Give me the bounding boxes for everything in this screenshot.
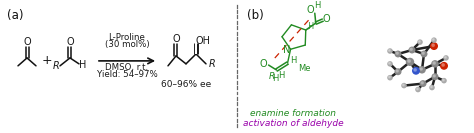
- Circle shape: [422, 52, 424, 54]
- Circle shape: [420, 68, 422, 70]
- Text: (30 mol%): (30 mol%): [105, 40, 149, 49]
- Text: H: H: [273, 74, 279, 83]
- Circle shape: [410, 48, 412, 50]
- Circle shape: [414, 69, 416, 71]
- Text: DMSO, r.t.: DMSO, r.t.: [105, 63, 148, 72]
- Circle shape: [442, 64, 445, 66]
- Text: +: +: [42, 54, 52, 67]
- Text: O: O: [260, 59, 267, 69]
- Circle shape: [409, 47, 416, 53]
- Circle shape: [415, 87, 421, 92]
- Text: R: R: [268, 72, 274, 81]
- Text: O: O: [307, 5, 315, 15]
- Text: R: R: [209, 59, 215, 69]
- Circle shape: [443, 55, 449, 61]
- Circle shape: [418, 66, 426, 74]
- Circle shape: [417, 39, 423, 45]
- Circle shape: [421, 82, 423, 84]
- Circle shape: [417, 88, 418, 90]
- Circle shape: [429, 85, 435, 90]
- Circle shape: [445, 56, 447, 58]
- Circle shape: [430, 86, 432, 88]
- Circle shape: [389, 49, 390, 51]
- Circle shape: [402, 84, 404, 86]
- Text: O: O: [66, 37, 74, 47]
- Circle shape: [431, 60, 439, 68]
- Text: 60–96% ee: 60–96% ee: [161, 80, 211, 89]
- Text: (b): (b): [247, 9, 264, 22]
- Circle shape: [419, 41, 420, 42]
- Circle shape: [431, 73, 438, 80]
- Circle shape: [443, 79, 444, 81]
- Circle shape: [387, 48, 393, 54]
- Circle shape: [420, 51, 428, 57]
- Circle shape: [432, 39, 434, 40]
- Text: enamine formation: enamine formation: [250, 109, 336, 118]
- Text: activation of aldehyde: activation of aldehyde: [243, 119, 343, 128]
- Text: L-Proline: L-Proline: [109, 33, 146, 42]
- Text: H: H: [278, 71, 285, 80]
- Text: N: N: [283, 45, 290, 55]
- Circle shape: [396, 52, 398, 54]
- Text: O: O: [172, 34, 180, 44]
- Circle shape: [440, 62, 448, 70]
- Circle shape: [387, 75, 393, 80]
- Circle shape: [408, 60, 410, 62]
- Circle shape: [387, 61, 393, 67]
- Text: O: O: [323, 14, 330, 24]
- Text: Me: Me: [299, 64, 311, 72]
- Circle shape: [419, 80, 427, 87]
- Text: H: H: [79, 60, 87, 70]
- Circle shape: [441, 78, 447, 83]
- Circle shape: [433, 75, 435, 77]
- Text: O: O: [23, 37, 31, 47]
- Circle shape: [406, 58, 414, 66]
- Text: Yield: 54–97%: Yield: 54–97%: [97, 70, 157, 79]
- Text: ,H: ,H: [307, 22, 315, 31]
- Circle shape: [389, 62, 390, 64]
- Text: H: H: [291, 56, 297, 65]
- Text: R: R: [53, 61, 59, 71]
- Text: H: H: [315, 1, 321, 10]
- Circle shape: [394, 51, 401, 57]
- Circle shape: [412, 67, 420, 75]
- Circle shape: [430, 42, 438, 50]
- Circle shape: [433, 62, 436, 64]
- Text: (a): (a): [7, 9, 24, 22]
- Circle shape: [432, 44, 434, 46]
- Circle shape: [394, 68, 401, 75]
- Circle shape: [396, 70, 398, 72]
- Text: OH: OH: [195, 36, 210, 46]
- Circle shape: [401, 83, 407, 88]
- Circle shape: [389, 76, 390, 78]
- Circle shape: [431, 37, 437, 43]
